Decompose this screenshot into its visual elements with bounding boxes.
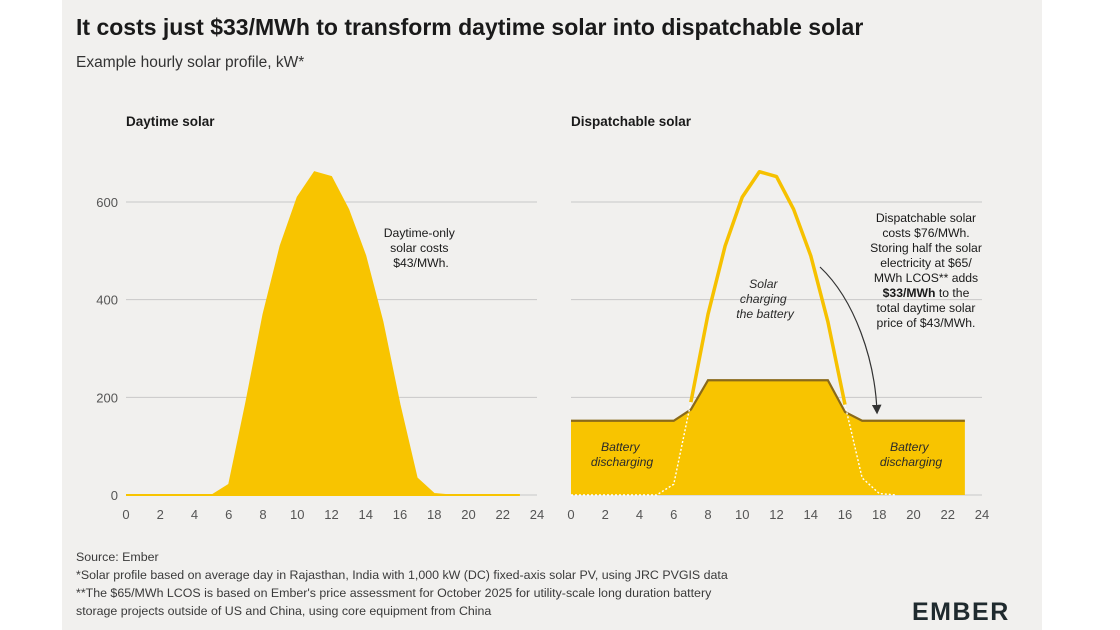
- ember-logo: EMBER: [912, 598, 1010, 626]
- footnote-lcos-1: **The $65/MWh LCOS is based on Ember's p…: [76, 586, 712, 600]
- x-tick-label: 0: [567, 507, 574, 522]
- dispatchable-solar-outline: [571, 379, 965, 422]
- x-tick-label: 8: [704, 507, 711, 522]
- x-tick-label: 10: [290, 507, 304, 522]
- annotation-dispatchable-cost: Dispatchable solar costs $76/MWh. Storing …: [870, 211, 982, 330]
- x-tick-label: 12: [769, 507, 783, 522]
- x-tick-label: 10: [735, 507, 749, 522]
- x-tick-label: 16: [838, 507, 852, 522]
- solar-profile-line: [689, 169, 847, 406]
- chart-subtitle: Example hourly solar profile, kW*: [76, 54, 305, 71]
- x-tick-label: 12: [324, 507, 338, 522]
- footnote-source: Source: Ember: [76, 550, 159, 564]
- x-tick-label: 24: [975, 507, 989, 522]
- x-tick-label: 4: [636, 507, 643, 522]
- y-tick-label: 200: [96, 390, 118, 405]
- x-tick-label: 0: [122, 507, 129, 522]
- panel-dispatchable-solar: Dispatchable solar 0 2 4 6 8 10 12 14 16 18 20 22 24…: [567, 114, 989, 522]
- x-tick-label: 6: [225, 507, 232, 522]
- label-battery-left: Battery discharging: [591, 440, 654, 469]
- x-tick-label: 24: [530, 507, 544, 522]
- chart-title: It costs just $33/MWh to transform dayti…: [76, 14, 864, 40]
- chart-card: [62, 0, 1042, 630]
- panel-title-dispatchable: Dispatchable solar: [571, 114, 692, 129]
- x-tick-label: 2: [157, 507, 164, 522]
- panel-title-daytime: Daytime solar: [126, 114, 215, 129]
- daytime-solar-area: [126, 171, 520, 496]
- x-tick-label: 22: [941, 507, 955, 522]
- y-tick-label: 0: [111, 488, 118, 503]
- dispatchable-solar-area: [571, 380, 965, 495]
- annotation-daytime-cost: Daytime-only solar costs $43/MWh.: [384, 226, 459, 270]
- footnote-solar-profile: *Solar profile based on average day in R…: [76, 568, 728, 582]
- footnote-lcos-2: storage projects outside of US and China…: [76, 604, 492, 618]
- x-tick-label: 14: [359, 507, 373, 522]
- x-tick-label: 18: [427, 507, 441, 522]
- y-tick-label: 600: [96, 195, 118, 210]
- x-tick-label: 6: [670, 507, 677, 522]
- annotation-arrow: [819, 266, 882, 415]
- label-solar-charging: Solar charging the battery: [736, 277, 794, 321]
- x-tick-label: 8: [259, 507, 266, 522]
- footnotes: Source: Ember *Solar profile based on av…: [76, 548, 728, 620]
- x-tick-label: 14: [804, 507, 818, 522]
- x-tick-label: 22: [496, 507, 510, 522]
- x-tick-label: 4: [191, 507, 198, 522]
- x-tick-label: 2: [602, 507, 609, 522]
- x-tick-label: 20: [461, 507, 475, 522]
- panel-daytime-solar: Daytime solar 0 2 4 6 8 10 12 14 16 18 20 22 24 0200…: [96, 114, 544, 522]
- label-battery-right: Battery discharging: [880, 440, 943, 469]
- x-tick-label: 18: [872, 507, 886, 522]
- x-tick-label: 20: [906, 507, 920, 522]
- solar-profile-dotted-right: [844, 404, 897, 496]
- y-tick-label: 400: [96, 293, 118, 308]
- x-tick-label: 16: [393, 507, 407, 522]
